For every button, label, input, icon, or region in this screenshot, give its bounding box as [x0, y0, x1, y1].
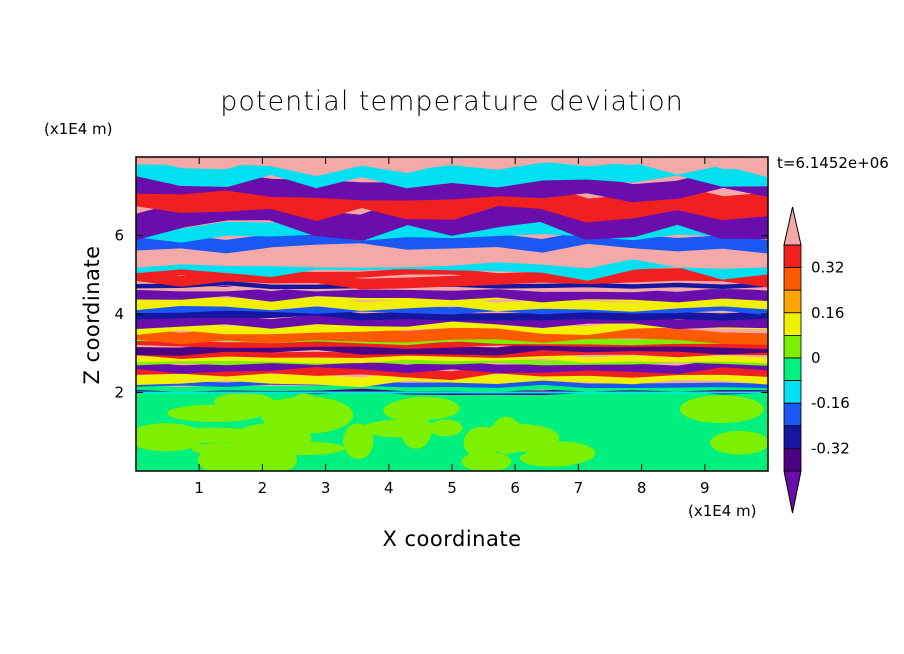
time-annotation: t=6.1452e+06 — [777, 154, 889, 172]
colorbar-label: 0 — [811, 349, 821, 367]
x-tick-label: 1 — [194, 479, 204, 497]
colorbar-bin — [783, 402, 802, 427]
colorbar: 0.32 0.16 0 -0.16 -0.32 — [783, 206, 850, 514]
band — [136, 229, 768, 254]
x-tick-label: 2 — [258, 479, 268, 497]
x-tick-label: 4 — [384, 479, 394, 497]
lower-patch — [710, 430, 768, 455]
colorbar-label: -0.32 — [811, 439, 850, 457]
x-axis-unit: (x1E4 m) — [688, 502, 757, 520]
lower-patch — [292, 393, 317, 414]
band — [136, 383, 768, 392]
colorbar-bin — [783, 244, 802, 269]
x-axis-label: X coordinate — [382, 527, 522, 551]
band — [136, 341, 768, 356]
y-tick-label: 2 — [114, 384, 124, 402]
band — [136, 326, 768, 345]
colorbar-bin — [783, 447, 802, 472]
band — [136, 157, 768, 178]
y-axis-unit: (x1E4 m) — [44, 120, 113, 138]
band — [136, 182, 768, 223]
colorbar-bin — [783, 425, 802, 449]
y-tick-label: 4 — [114, 305, 124, 323]
colorbar-label: 0.16 — [811, 304, 844, 322]
band — [136, 380, 768, 389]
x-tick-label: 5 — [447, 479, 457, 497]
lower-patch — [343, 423, 374, 460]
band — [136, 308, 768, 321]
colorbar-bin — [783, 334, 802, 359]
lower-patch — [232, 423, 312, 454]
x-tick-label: 7 — [574, 479, 584, 497]
band — [136, 285, 768, 303]
lower-patch — [679, 395, 764, 424]
band — [136, 240, 768, 269]
band — [136, 358, 768, 374]
y-tick-label: 6 — [114, 227, 124, 245]
lower-patch — [461, 451, 512, 471]
axes-layer: 1 2 3 4 5 6 7 8 9 2 4 6 — [114, 156, 769, 497]
colorbar-bin — [783, 312, 802, 336]
lower-patch — [429, 419, 463, 437]
colorbar-bin — [783, 267, 802, 291]
colorbar-bin — [783, 289, 802, 314]
band — [136, 268, 768, 280]
lower-patch — [167, 404, 263, 423]
lower-patch — [388, 396, 460, 420]
colorbar-extend-bottom — [783, 470, 802, 514]
x-tick-label: 6 — [510, 479, 520, 497]
field-layer — [136, 157, 768, 471]
lower-patch — [362, 419, 440, 438]
lower-patch — [490, 416, 522, 455]
band — [136, 353, 768, 364]
lower-patch — [191, 442, 252, 456]
x-tick-label: 9 — [700, 479, 710, 497]
chart-title: potential temperature deviation — [220, 86, 684, 117]
colorbar-extend-top — [783, 206, 802, 246]
colorbar-label: 0.32 — [811, 259, 844, 277]
lower-patch — [136, 423, 206, 452]
x-tick-label: 8 — [637, 479, 647, 497]
colorbar-bin — [783, 357, 802, 382]
colorbar-bin — [783, 380, 802, 404]
band — [136, 284, 768, 293]
x-tick-label: 3 — [321, 479, 331, 497]
colorbar-label: -0.16 — [811, 394, 850, 412]
band — [136, 169, 768, 203]
